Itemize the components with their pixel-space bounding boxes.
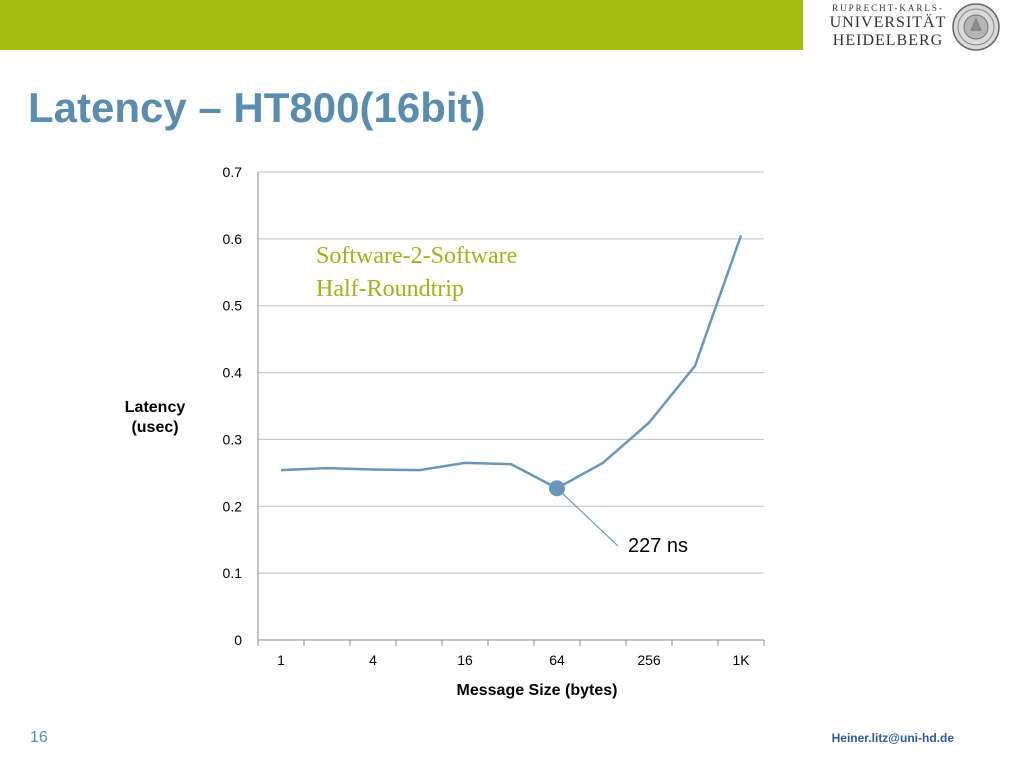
series-group [280, 235, 743, 490]
y-tick-labels: 0 0.1 0.2 0.3 0.4 0.5 0.6 0.7 [223, 164, 243, 648]
x-tick-label: 256 [637, 652, 661, 668]
x-tick-labels: 1 4 16 64 256 1K [277, 652, 750, 668]
page-number: 16 [30, 729, 48, 746]
y-tick-label: 0.1 [223, 565, 243, 581]
annotations: Software-2-Software Half-Roundtrip 227 ns [316, 243, 688, 557]
y-tick-label: 0.7 [223, 164, 243, 180]
axes [257, 172, 765, 646]
y-tick-label: 0 [234, 632, 242, 648]
y-tick-label: 0.6 [223, 231, 243, 247]
y-tick-label: 0.4 [223, 365, 243, 381]
header-accent-bar [0, 0, 803, 50]
inset-annotation-line: Software-2-Software [316, 243, 517, 269]
grid-lines [258, 171, 764, 641]
y-tick-label: 0.3 [223, 431, 243, 447]
x-tick-label: 1K [732, 652, 750, 668]
y-tick-label: 0.5 [223, 298, 243, 314]
highlight-label: 227 ns [628, 535, 688, 557]
x-tick-label: 64 [549, 652, 565, 668]
slide-title: Latency – HT800(16bit) [28, 84, 486, 131]
x-axis-label: Message Size (bytes) [457, 682, 618, 699]
y-tick-label: 0.2 [223, 498, 243, 514]
callout-leader-line [556, 487, 619, 547]
logo-line-3: HEIDELBERG [832, 32, 944, 49]
inset-annotation-line: Half-Roundtrip [316, 276, 464, 302]
university-seal-icon [952, 3, 1000, 51]
footer-email: Heiner.litz@uni-hd.de [831, 731, 954, 745]
latency-line-chart: 0 0.1 0.2 0.3 0.4 0.5 0.6 0.7 1 4 16 64 256 1K Softw… [125, 164, 765, 699]
x-tick-label: 1 [277, 652, 285, 668]
y-axis-label: Latency (usec) [125, 399, 186, 436]
logo-line-2: UNIVERSITÄT [829, 14, 947, 31]
highlight-point [549, 480, 565, 497]
logo-line-1: RUPRECHT-KARLS- [832, 3, 944, 13]
x-tick-label: 16 [457, 652, 473, 668]
university-logo: RUPRECHT-KARLS- UNIVERSITÄT HEIDELBERG [810, 0, 1024, 56]
series-line [280, 235, 743, 490]
x-tick-label: 4 [369, 652, 377, 668]
